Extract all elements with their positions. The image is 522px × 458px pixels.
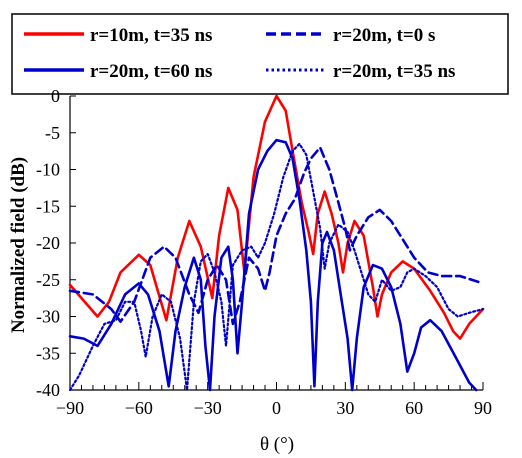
- x-axis-title: θ (°): [260, 434, 294, 455]
- legend-label-1: r=20m, t=0 s: [333, 25, 435, 46]
- x-ticks: −90 −60 −30 0 30 60 90: [56, 382, 492, 418]
- x-tick-label: 30: [336, 398, 354, 418]
- x-tick-label: 0: [272, 398, 281, 418]
- y-tick-label: -15: [36, 196, 60, 216]
- series-line-2: [68, 138, 478, 392]
- y-tick-label: -5: [45, 123, 60, 143]
- y-tick-label: -40: [36, 380, 60, 400]
- y-tick-label: -25: [36, 270, 60, 290]
- legend-entry-2: r=20m, t=60 ns: [24, 61, 212, 82]
- x-tick-label: 90: [474, 398, 492, 418]
- x-tick-label: −60: [125, 398, 153, 418]
- legend-label-3: r=20m, t=35 ns: [333, 61, 455, 82]
- series-line-1: [68, 146, 485, 326]
- x-tick-label: 60: [405, 398, 423, 418]
- plot-series: [68, 94, 485, 392]
- y-tick-label: -35: [36, 343, 60, 363]
- legend-label-2: r=20m, t=60 ns: [90, 61, 212, 82]
- series-line-0: [68, 94, 485, 340]
- y-ticks: 0 -5 -10 -15 -20 -25 -30 -35 -40: [36, 86, 76, 400]
- legend-entry-3: r=20m, t=35 ns: [266, 61, 455, 82]
- legend-entry-0: r=10m, t=35 ns: [24, 25, 212, 46]
- y-tick-label: -30: [36, 307, 60, 327]
- legend-box: [11, 13, 509, 95]
- y-tick-label: 0: [51, 86, 60, 106]
- x-tick-label: −90: [56, 398, 84, 418]
- y-tick-label: -10: [36, 160, 60, 180]
- x-tick-label: −30: [194, 398, 222, 418]
- y-tick-label: -20: [36, 233, 60, 253]
- legend-label-0: r=10m, t=35 ns: [90, 25, 212, 46]
- legend-entry-1: r=20m, t=0 s: [266, 25, 435, 46]
- y-axis-title: Normalized field (dB): [8, 157, 29, 333]
- series-line-3: [68, 142, 485, 392]
